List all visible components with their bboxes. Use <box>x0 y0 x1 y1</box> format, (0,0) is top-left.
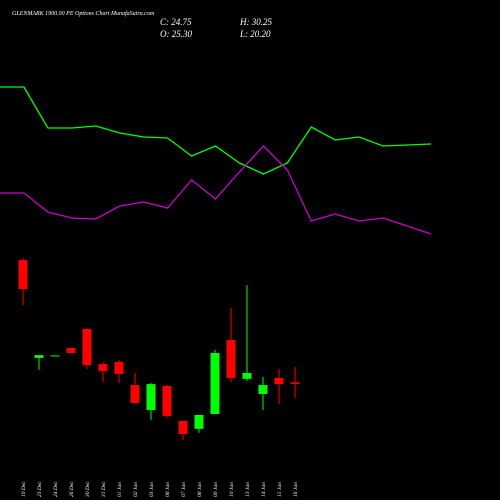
candle-body <box>66 348 76 353</box>
candle-body <box>210 352 220 415</box>
x-tick-label: 02 Jan <box>133 482 139 497</box>
candle-body <box>114 361 124 374</box>
x-tick-label: 10 Jan <box>229 482 235 497</box>
x-tick-label: 24 Dec <box>52 481 59 497</box>
x-tick-label: 15 Jan <box>277 482 283 497</box>
info-high: H: 30.25 <box>239 17 272 27</box>
info-open: O: 25.30 <box>160 29 192 39</box>
indicator-line <box>0 145 432 235</box>
info-close: C: 24.75 <box>160 17 192 27</box>
candle-body <box>50 355 60 357</box>
x-tick-label: 31 Dec <box>101 481 107 498</box>
x-tick-label: 16 Jan <box>293 482 299 497</box>
candle-body <box>226 340 236 378</box>
x-tick-label: 03 Jan <box>149 482 155 497</box>
candle-body <box>162 385 172 416</box>
candle-body <box>130 385 140 403</box>
x-tick-label: 23 Dec <box>37 481 43 497</box>
candle-body <box>290 382 300 384</box>
x-tick-label: 14 Jan <box>260 482 267 497</box>
x-tick-label: 07 Jan <box>181 482 187 497</box>
x-tick-label: 08 Jan <box>197 482 203 497</box>
x-tick-label: 19 Dec <box>21 481 27 497</box>
x-tick-label: 26 Dec <box>69 481 75 497</box>
candle-body <box>178 420 188 435</box>
candle-body <box>82 328 92 365</box>
x-tick-label: 06 Jan <box>165 482 171 497</box>
candle-body <box>258 385 268 394</box>
candle-body <box>146 384 156 411</box>
chart-title: GLENMARK 1900.00 PE Options Chart Munafa… <box>12 10 155 17</box>
candle-body <box>194 414 204 429</box>
x-tick-label: 30 Dec <box>85 481 91 498</box>
candle-body <box>18 260 28 290</box>
candle-body <box>34 355 44 358</box>
indicator-line <box>0 86 432 175</box>
info-low: L: 20.20 <box>239 29 271 39</box>
x-tick-label: 09 Jan <box>213 482 219 497</box>
x-tick-label: 13 Jan <box>245 482 251 497</box>
candle-body <box>98 364 108 372</box>
candle-body <box>242 373 252 379</box>
candle-body <box>274 377 284 385</box>
x-tick-label: 01 Jan <box>117 482 123 497</box>
